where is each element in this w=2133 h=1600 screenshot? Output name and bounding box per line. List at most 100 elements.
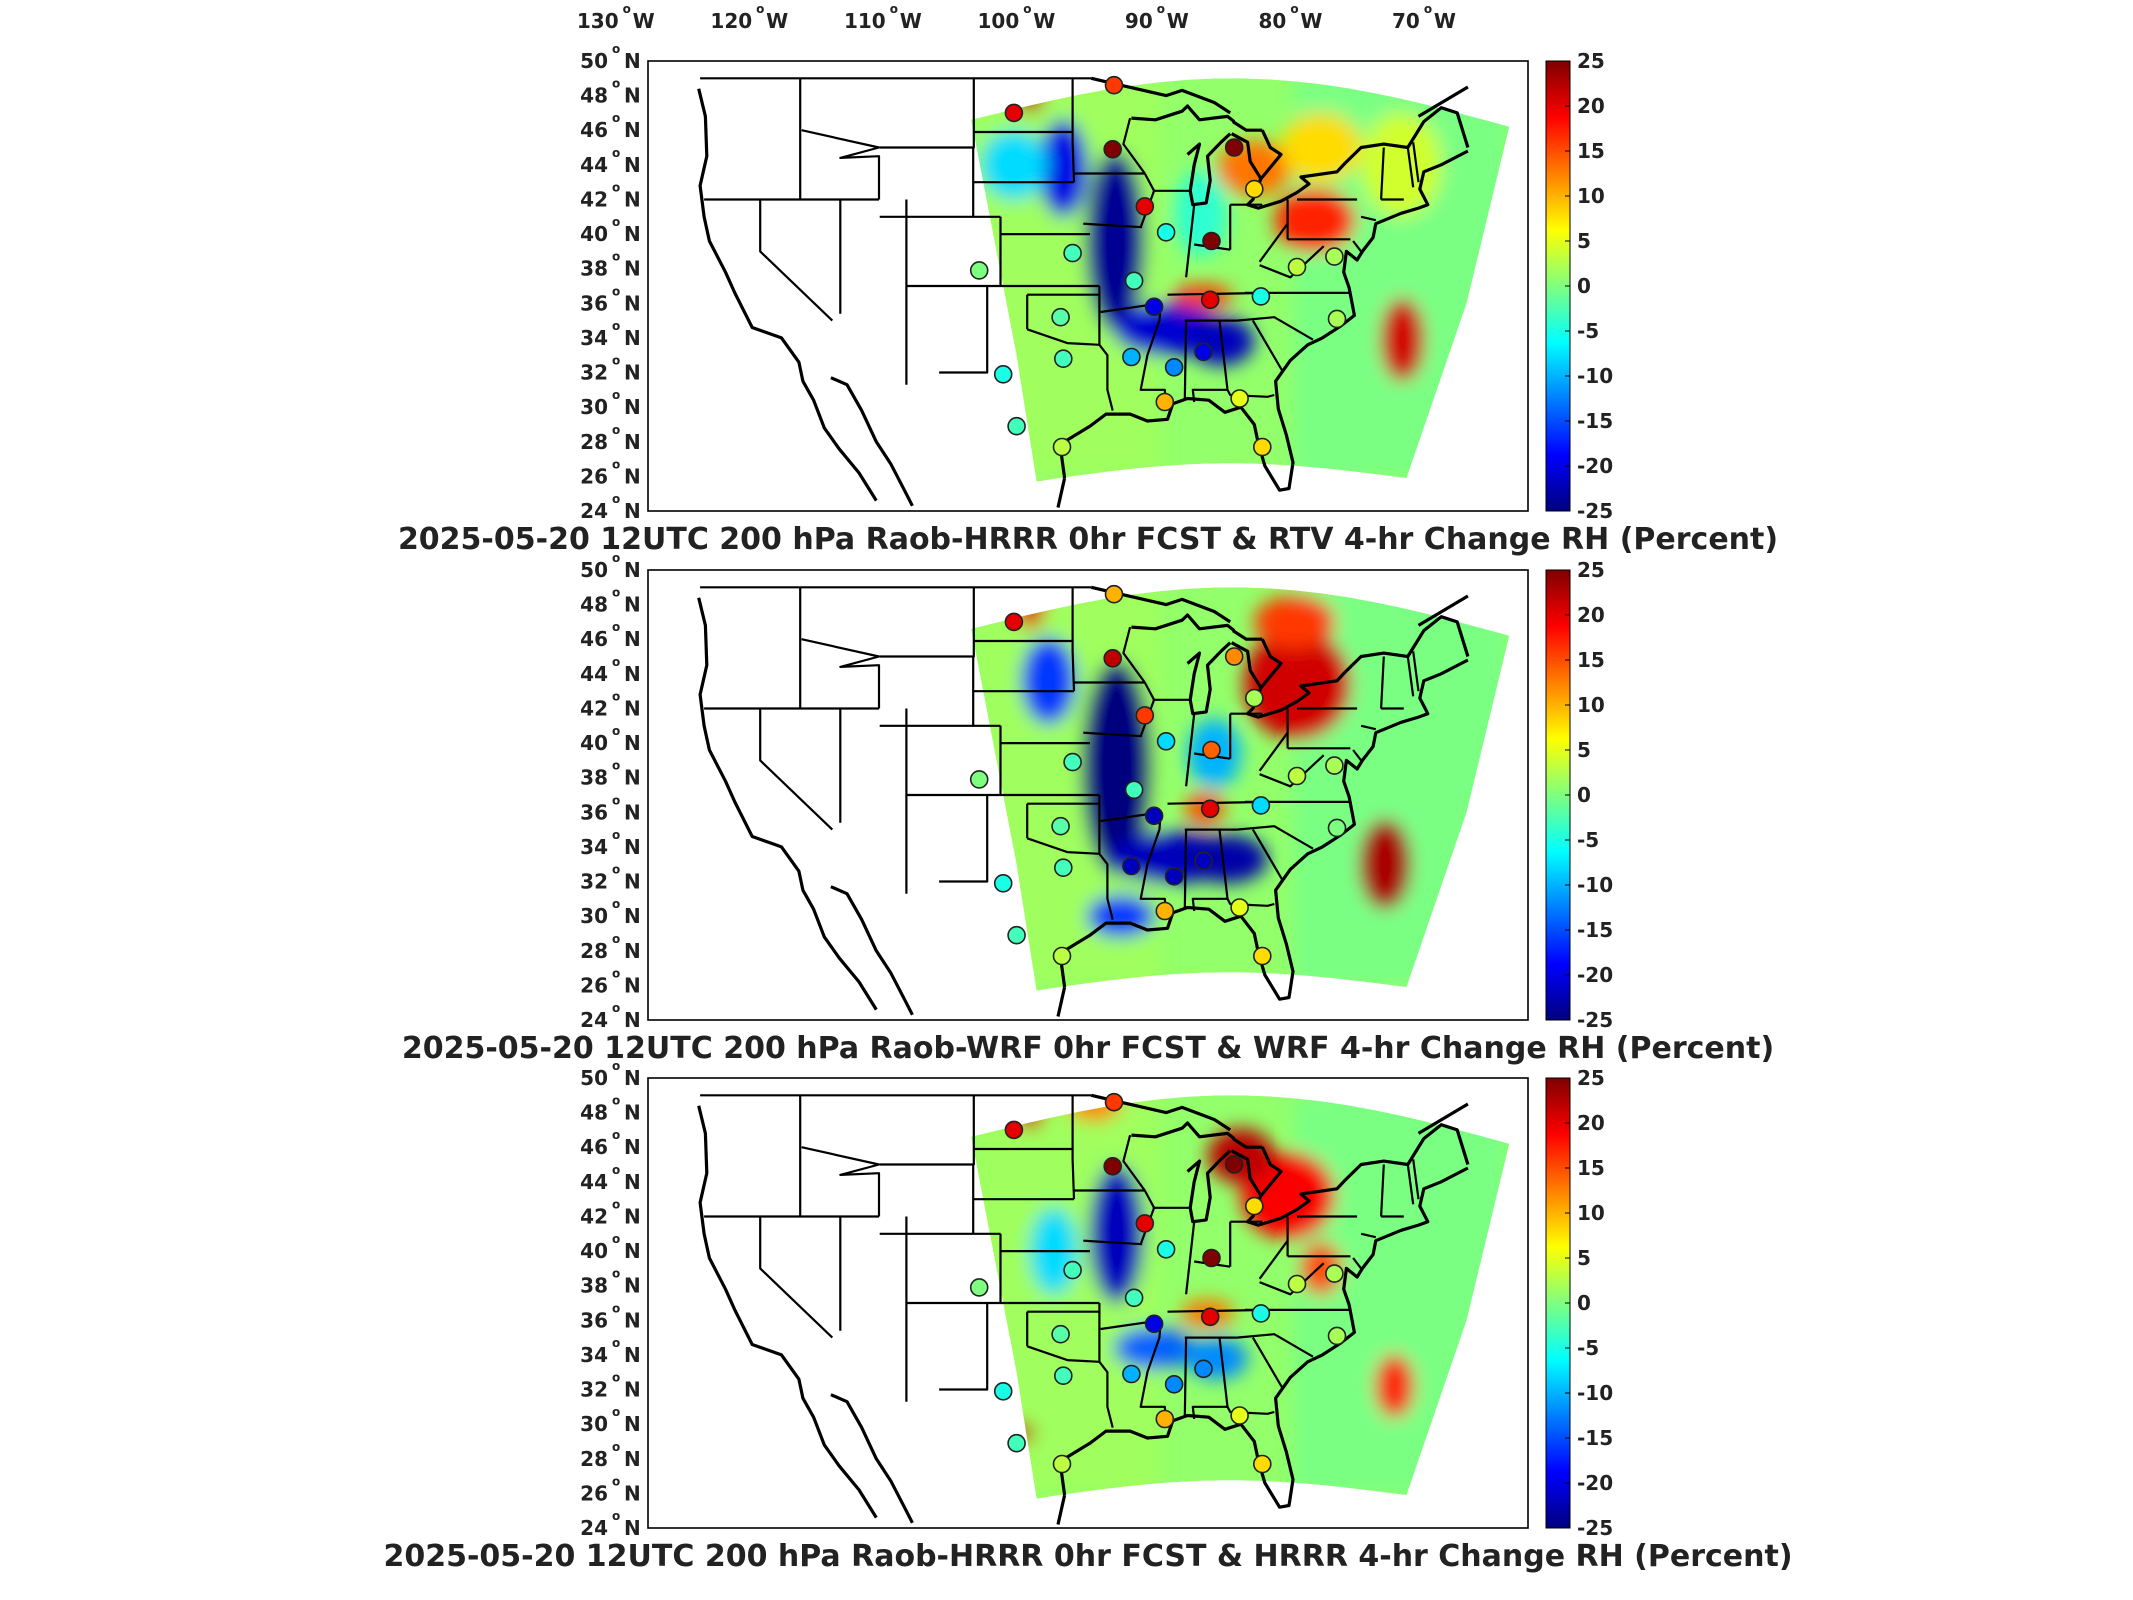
raob-station-marker bbox=[1007, 925, 1026, 945]
degree-symbol: o bbox=[1023, 2, 1031, 16]
lat-hemisphere-label: N bbox=[624, 222, 641, 246]
lon-tick-label: 90 bbox=[1125, 9, 1153, 33]
degree-symbol: o bbox=[612, 215, 620, 229]
raob-station-marker bbox=[1053, 349, 1073, 369]
lat-tick-label: 30 bbox=[580, 395, 608, 419]
raob-station-marker bbox=[1244, 688, 1264, 708]
colorbar: 25 20 15 10 5 0 -5 -10 -15 -20 -25 bbox=[1545, 558, 1613, 1032]
lat-tick-label: 36 bbox=[580, 800, 608, 824]
coastlines bbox=[697, 1093, 1470, 1525]
degree-symbol: o bbox=[756, 2, 764, 16]
raob-station-marker bbox=[1103, 1157, 1123, 1176]
colorbar-tick-label: 5 bbox=[1577, 229, 1591, 253]
lat-tick-label: 48 bbox=[580, 1101, 608, 1125]
raob-station-marker bbox=[1156, 732, 1176, 751]
lon-tick-label: 130 bbox=[577, 9, 619, 33]
degree-symbol: o bbox=[612, 1059, 620, 1073]
lat-hemisphere-label: N bbox=[624, 1239, 641, 1263]
degree-symbol: o bbox=[612, 1509, 620, 1523]
panel-wrf: 50 o N48 o N46 o N44 o N42 o N40 o N38 o N36 o N34 o N32 o N… bbox=[402, 551, 1774, 1066]
degree-symbol: o bbox=[623, 2, 631, 16]
raob-station-marker bbox=[1200, 799, 1220, 819]
lat-hemisphere-label: N bbox=[624, 1447, 641, 1471]
lat-hemisphere-label: N bbox=[624, 1274, 641, 1298]
lat-tick-label: 34 bbox=[580, 835, 608, 859]
raob-station-marker bbox=[1202, 1248, 1221, 1268]
degree-symbol: o bbox=[612, 457, 620, 471]
lat-hemisphere-label: N bbox=[624, 395, 641, 419]
raob-station-marker bbox=[993, 873, 1013, 893]
field-anomaly bbox=[1114, 1327, 1195, 1369]
degree-symbol: o bbox=[1290, 2, 1298, 16]
lat-tick-label: 30 bbox=[580, 904, 608, 928]
colorbar-tick-label: 0 bbox=[1577, 783, 1591, 807]
state-borders bbox=[700, 586, 1420, 920]
lat-tick-label: 24 bbox=[580, 1008, 608, 1032]
lat-tick-label: 30 bbox=[580, 1412, 608, 1436]
raob-stations bbox=[969, 75, 1347, 457]
colorbar-tick-label: 20 bbox=[1577, 603, 1605, 627]
lat-hemisphere-label: N bbox=[624, 291, 641, 315]
colorbar-tick-label: -20 bbox=[1577, 1471, 1613, 1495]
lat-tick-label: 34 bbox=[580, 326, 608, 350]
colorbar-tick-label: -10 bbox=[1577, 873, 1613, 897]
lat-tick-label: 32 bbox=[580, 1378, 608, 1402]
lat-tick-label: 26 bbox=[580, 1481, 608, 1505]
lat-hemisphere-label: N bbox=[624, 118, 641, 142]
colorbar-tick-label: 15 bbox=[1577, 139, 1605, 163]
degree-symbol: o bbox=[612, 620, 620, 634]
raob-station-marker bbox=[1287, 766, 1307, 786]
lat-hemisphere-label: N bbox=[624, 84, 641, 108]
lat-hemisphere-label: N bbox=[624, 593, 641, 617]
lat-tick-label: 50 bbox=[580, 1066, 608, 1090]
degree-symbol: o bbox=[612, 388, 620, 402]
field-anomaly bbox=[1039, 119, 1088, 217]
raob-station-marker bbox=[1244, 179, 1264, 199]
raob-station-marker bbox=[969, 770, 989, 789]
lat-tick-label: 50 bbox=[580, 49, 608, 73]
colorbar-tick-label: -15 bbox=[1577, 918, 1613, 942]
degree-symbol: o bbox=[612, 1336, 620, 1350]
raob-station-marker bbox=[1063, 1260, 1082, 1280]
raob-station-marker bbox=[993, 1381, 1013, 1401]
colorbar-tick-label: -10 bbox=[1577, 364, 1613, 388]
lat-tick-label: 36 bbox=[580, 291, 608, 315]
colorbar-tick-label: 0 bbox=[1577, 1291, 1591, 1315]
lon-hemisphere-label: W bbox=[900, 9, 922, 33]
raob-station-marker bbox=[1004, 1120, 1024, 1140]
degree-symbol: o bbox=[612, 319, 620, 333]
degree-symbol: o bbox=[612, 1094, 620, 1108]
raob-station-marker bbox=[1063, 752, 1082, 772]
lon-hemisphere-label: W bbox=[766, 9, 788, 33]
lat-hemisphere-label: N bbox=[624, 973, 641, 997]
colorbar-tick-label: 20 bbox=[1577, 94, 1605, 118]
raob-station-marker bbox=[969, 1278, 989, 1297]
degree-symbol: o bbox=[612, 689, 620, 703]
raob-station-marker bbox=[1124, 1288, 1144, 1308]
raob-station-marker bbox=[1194, 851, 1213, 871]
colorbar: 25 20 15 10 5 0 -5 -10 -15 -20 -25 bbox=[1545, 49, 1613, 523]
lat-tick-label: 42 bbox=[580, 187, 608, 211]
map-frame bbox=[647, 569, 1529, 1021]
degree-symbol: o bbox=[612, 146, 620, 160]
colorbar-tick-label: -25 bbox=[1577, 1008, 1613, 1032]
lat-tick-label: 46 bbox=[580, 627, 608, 651]
degree-symbol: o bbox=[612, 180, 620, 194]
raob-station-marker bbox=[969, 261, 989, 280]
lat-tick-label: 46 bbox=[580, 1135, 608, 1159]
lat-tick-label: 26 bbox=[580, 973, 608, 997]
panel-title: 2025-05-20 12UTC 200 hPa Raob-WRF 0hr FC… bbox=[402, 1031, 1774, 1066]
lat-hemisphere-label: N bbox=[624, 187, 641, 211]
lat-tick-label: 38 bbox=[580, 1274, 608, 1298]
raob-station-marker bbox=[1155, 901, 1175, 921]
lat-hemisphere-label: N bbox=[624, 361, 641, 385]
raob-station-marker bbox=[1007, 1433, 1026, 1453]
lat-tick-label: 26 bbox=[580, 464, 608, 488]
panel-title: 2025-05-20 12UTC 200 hPa Raob-HRRR 0hr F… bbox=[383, 1539, 1792, 1574]
raob-station-marker bbox=[1156, 1240, 1176, 1259]
lon-tick-label: 70 bbox=[1392, 9, 1420, 33]
